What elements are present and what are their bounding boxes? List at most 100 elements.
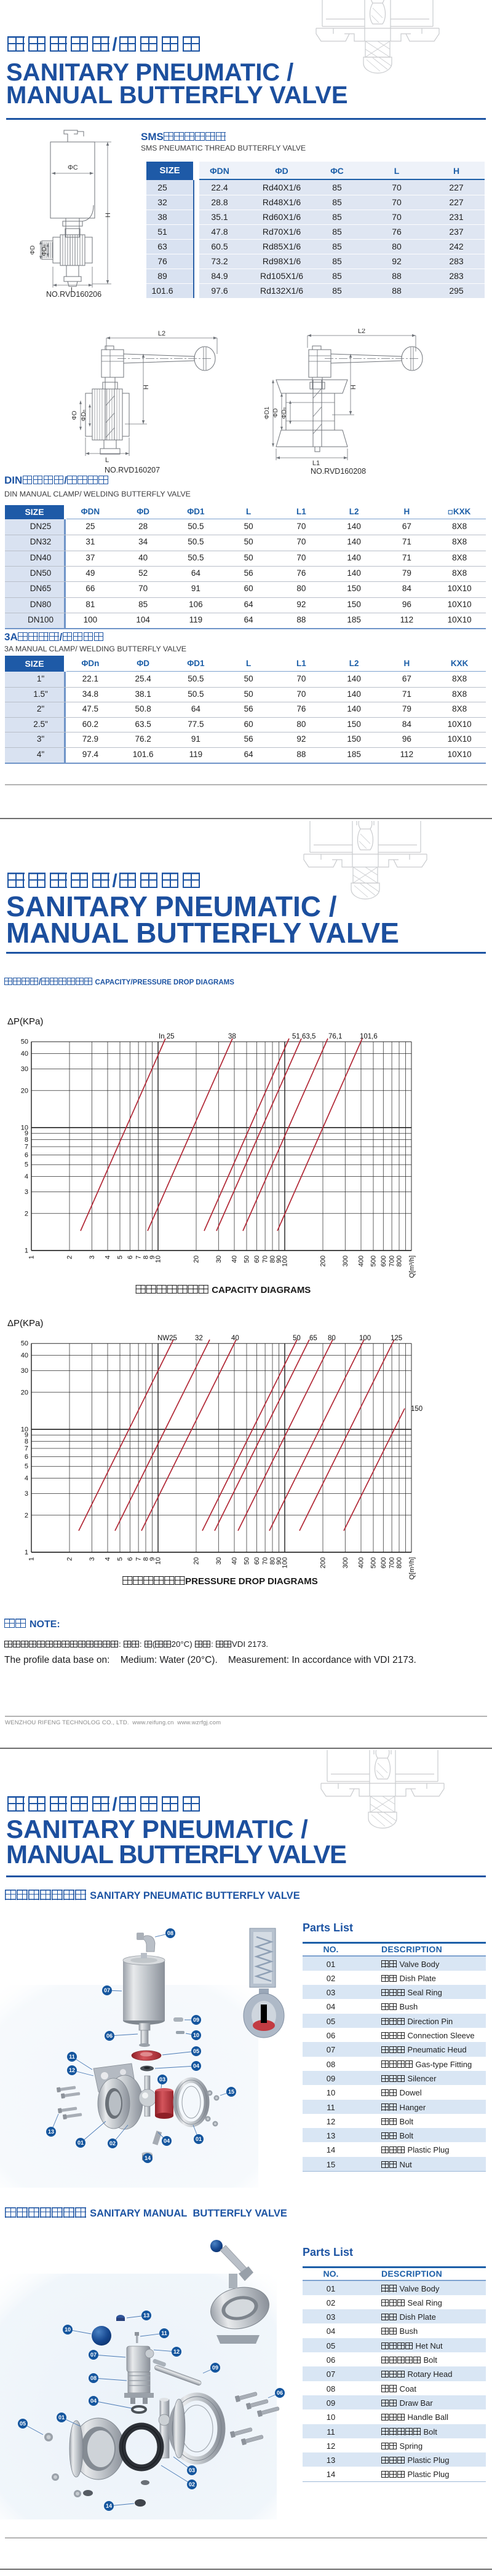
svg-text:ΦC: ΦC	[68, 164, 78, 171]
svg-text:8: 8	[143, 1557, 150, 1561]
svg-text:3: 3	[25, 1490, 28, 1498]
svg-text:9: 9	[25, 1432, 28, 1439]
svg-text:13: 13	[143, 2312, 149, 2319]
svg-text:70: 70	[262, 1255, 269, 1263]
svg-text:100: 100	[359, 1335, 371, 1342]
svg-text:L: L	[71, 286, 74, 294]
svg-text:11: 11	[69, 2054, 75, 2060]
svg-text:6: 6	[25, 1453, 28, 1461]
svg-text:30: 30	[21, 1367, 28, 1375]
svg-text:7: 7	[135, 1557, 143, 1561]
svg-text:ΦD1: ΦD1	[264, 406, 271, 419]
svg-text:51 63,5: 51 63,5	[292, 1033, 315, 1040]
svg-text:9: 9	[25, 1130, 28, 1137]
svg-text:06: 06	[106, 2033, 113, 2039]
svg-text:10: 10	[155, 1255, 162, 1263]
svg-text:9: 9	[149, 1255, 156, 1259]
svg-text:2: 2	[66, 1255, 74, 1259]
svg-text:4: 4	[25, 1173, 28, 1180]
svg-text:H: H	[143, 385, 150, 390]
svg-text:15: 15	[228, 2089, 234, 2095]
svg-text:09: 09	[193, 2017, 199, 2023]
svg-text:600: 600	[380, 1255, 387, 1266]
svg-text:7: 7	[25, 1144, 28, 1151]
svg-text:3: 3	[89, 1255, 96, 1259]
svg-text:6: 6	[127, 1557, 134, 1561]
svg-text:ΦD: ΦD	[71, 410, 78, 420]
svg-text:10: 10	[193, 2032, 199, 2038]
svg-text:40: 40	[231, 1557, 239, 1565]
svg-text:1: 1	[25, 1549, 28, 1557]
svg-text:76,1: 76,1	[328, 1033, 342, 1040]
svg-text:150: 150	[411, 1405, 423, 1413]
svg-text:125: 125	[391, 1335, 402, 1342]
svg-text:500: 500	[370, 1557, 378, 1568]
svg-text:9: 9	[149, 1557, 156, 1561]
svg-text:4: 4	[25, 1475, 28, 1482]
svg-text:400: 400	[358, 1557, 365, 1568]
svg-text:04: 04	[164, 2138, 170, 2144]
svg-text:80: 80	[328, 1335, 336, 1342]
svg-text:8: 8	[25, 1136, 28, 1144]
svg-text:700: 700	[389, 1255, 396, 1266]
svg-text:07: 07	[104, 1987, 110, 1993]
svg-text:50: 50	[21, 1340, 28, 1348]
svg-text:1: 1	[28, 1557, 36, 1561]
svg-text:14: 14	[106, 2503, 112, 2509]
svg-text:2: 2	[66, 1557, 74, 1561]
svg-text:ΔP(KPa): ΔP(KPa)	[7, 1318, 43, 1329]
svg-text:3: 3	[25, 1188, 28, 1196]
svg-text:H: H	[350, 385, 357, 390]
svg-text:20: 20	[193, 1255, 200, 1263]
svg-text:ΦD: ΦD	[272, 408, 279, 417]
svg-text:03: 03	[159, 2076, 165, 2083]
svg-text:2: 2	[25, 1210, 28, 1217]
svg-text:80: 80	[269, 1255, 277, 1263]
svg-text:01: 01	[58, 2414, 65, 2421]
svg-text:09: 09	[212, 2365, 218, 2371]
svg-text:200: 200	[320, 1255, 327, 1266]
svg-text:100: 100	[282, 1557, 289, 1568]
svg-text:1: 1	[28, 1255, 36, 1259]
svg-text:1: 1	[25, 1247, 28, 1255]
svg-text:ΦDn: ΦDn	[81, 409, 87, 421]
svg-text:5: 5	[117, 1557, 124, 1561]
svg-text:30: 30	[21, 1066, 28, 1073]
svg-text:7: 7	[25, 1445, 28, 1453]
svg-text:12: 12	[173, 2349, 180, 2355]
svg-text:08: 08	[90, 2375, 97, 2381]
svg-text:H: H	[105, 213, 112, 218]
svg-text:100: 100	[282, 1255, 289, 1266]
svg-text:90: 90	[276, 1557, 283, 1565]
svg-text:20: 20	[21, 1389, 28, 1396]
svg-text:ΔP(KPa): ΔP(KPa)	[7, 1016, 43, 1027]
svg-text:05: 05	[20, 2421, 26, 2427]
svg-text:4: 4	[105, 1557, 112, 1561]
svg-text:14: 14	[145, 2155, 151, 2161]
svg-text:2: 2	[25, 1512, 28, 1519]
svg-text:03: 03	[189, 2467, 195, 2473]
svg-text:30: 30	[215, 1557, 223, 1565]
svg-text:500: 500	[370, 1255, 378, 1266]
svg-text:6: 6	[127, 1255, 134, 1259]
svg-text:L2: L2	[158, 330, 165, 337]
svg-text:02: 02	[189, 2481, 195, 2488]
svg-text:5: 5	[25, 1463, 28, 1471]
svg-text:3: 3	[89, 1557, 96, 1561]
svg-text:NW25: NW25	[157, 1335, 177, 1342]
svg-text:12: 12	[69, 2067, 75, 2073]
svg-text:Q[m³/h]: Q[m³/h]	[408, 1557, 416, 1580]
svg-text:L: L	[105, 457, 109, 464]
svg-text:700: 700	[389, 1557, 396, 1568]
svg-text:50: 50	[293, 1335, 301, 1342]
svg-text:01: 01	[77, 2140, 84, 2146]
svg-text:8: 8	[25, 1438, 28, 1445]
svg-text:30: 30	[215, 1255, 223, 1263]
svg-text:ΦDn: ΦDn	[281, 407, 288, 418]
svg-text:6: 6	[25, 1152, 28, 1159]
svg-text:40: 40	[231, 1255, 239, 1263]
svg-text:4: 4	[105, 1255, 112, 1259]
svg-text:50: 50	[244, 1255, 251, 1263]
svg-text:10: 10	[21, 1125, 28, 1132]
svg-text:05: 05	[193, 2048, 199, 2054]
